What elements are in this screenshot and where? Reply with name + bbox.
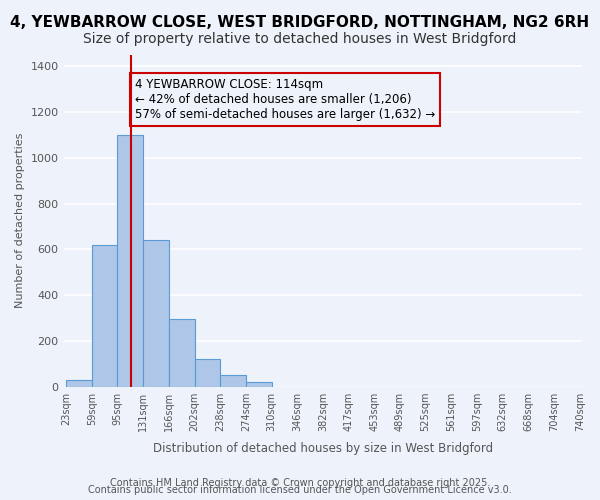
Bar (169, 319, 194, 386)
Bar (92, 245, 118, 386)
Text: 4, YEWBARROW CLOSE, WEST BRIDGFORD, NOTTINGHAM, NG2 6RH: 4, YEWBARROW CLOSE, WEST BRIDGFORD, NOTT… (10, 15, 590, 30)
Text: Size of property relative to detached houses in West Bridgford: Size of property relative to detached ho… (83, 32, 517, 46)
Bar (246, 382, 272, 386)
Bar (66, 380, 92, 386)
Bar (220, 375, 246, 386)
Bar (194, 359, 220, 386)
Text: 4 YEWBARROW CLOSE: 114sqm
← 42% of detached houses are smaller (1,206)
57% of se: 4 YEWBARROW CLOSE: 114sqm ← 42% of detac… (135, 78, 435, 121)
X-axis label: Distribution of detached houses by size in West Bridgford: Distribution of detached houses by size … (153, 442, 493, 455)
Bar (143, 240, 169, 386)
Y-axis label: Number of detached properties: Number of detached properties (15, 133, 25, 308)
Text: Contains public sector information licensed under the Open Government Licence v3: Contains public sector information licen… (88, 485, 512, 495)
Bar (118, 135, 143, 386)
Text: Contains HM Land Registry data © Crown copyright and database right 2025.: Contains HM Land Registry data © Crown c… (110, 478, 490, 488)
